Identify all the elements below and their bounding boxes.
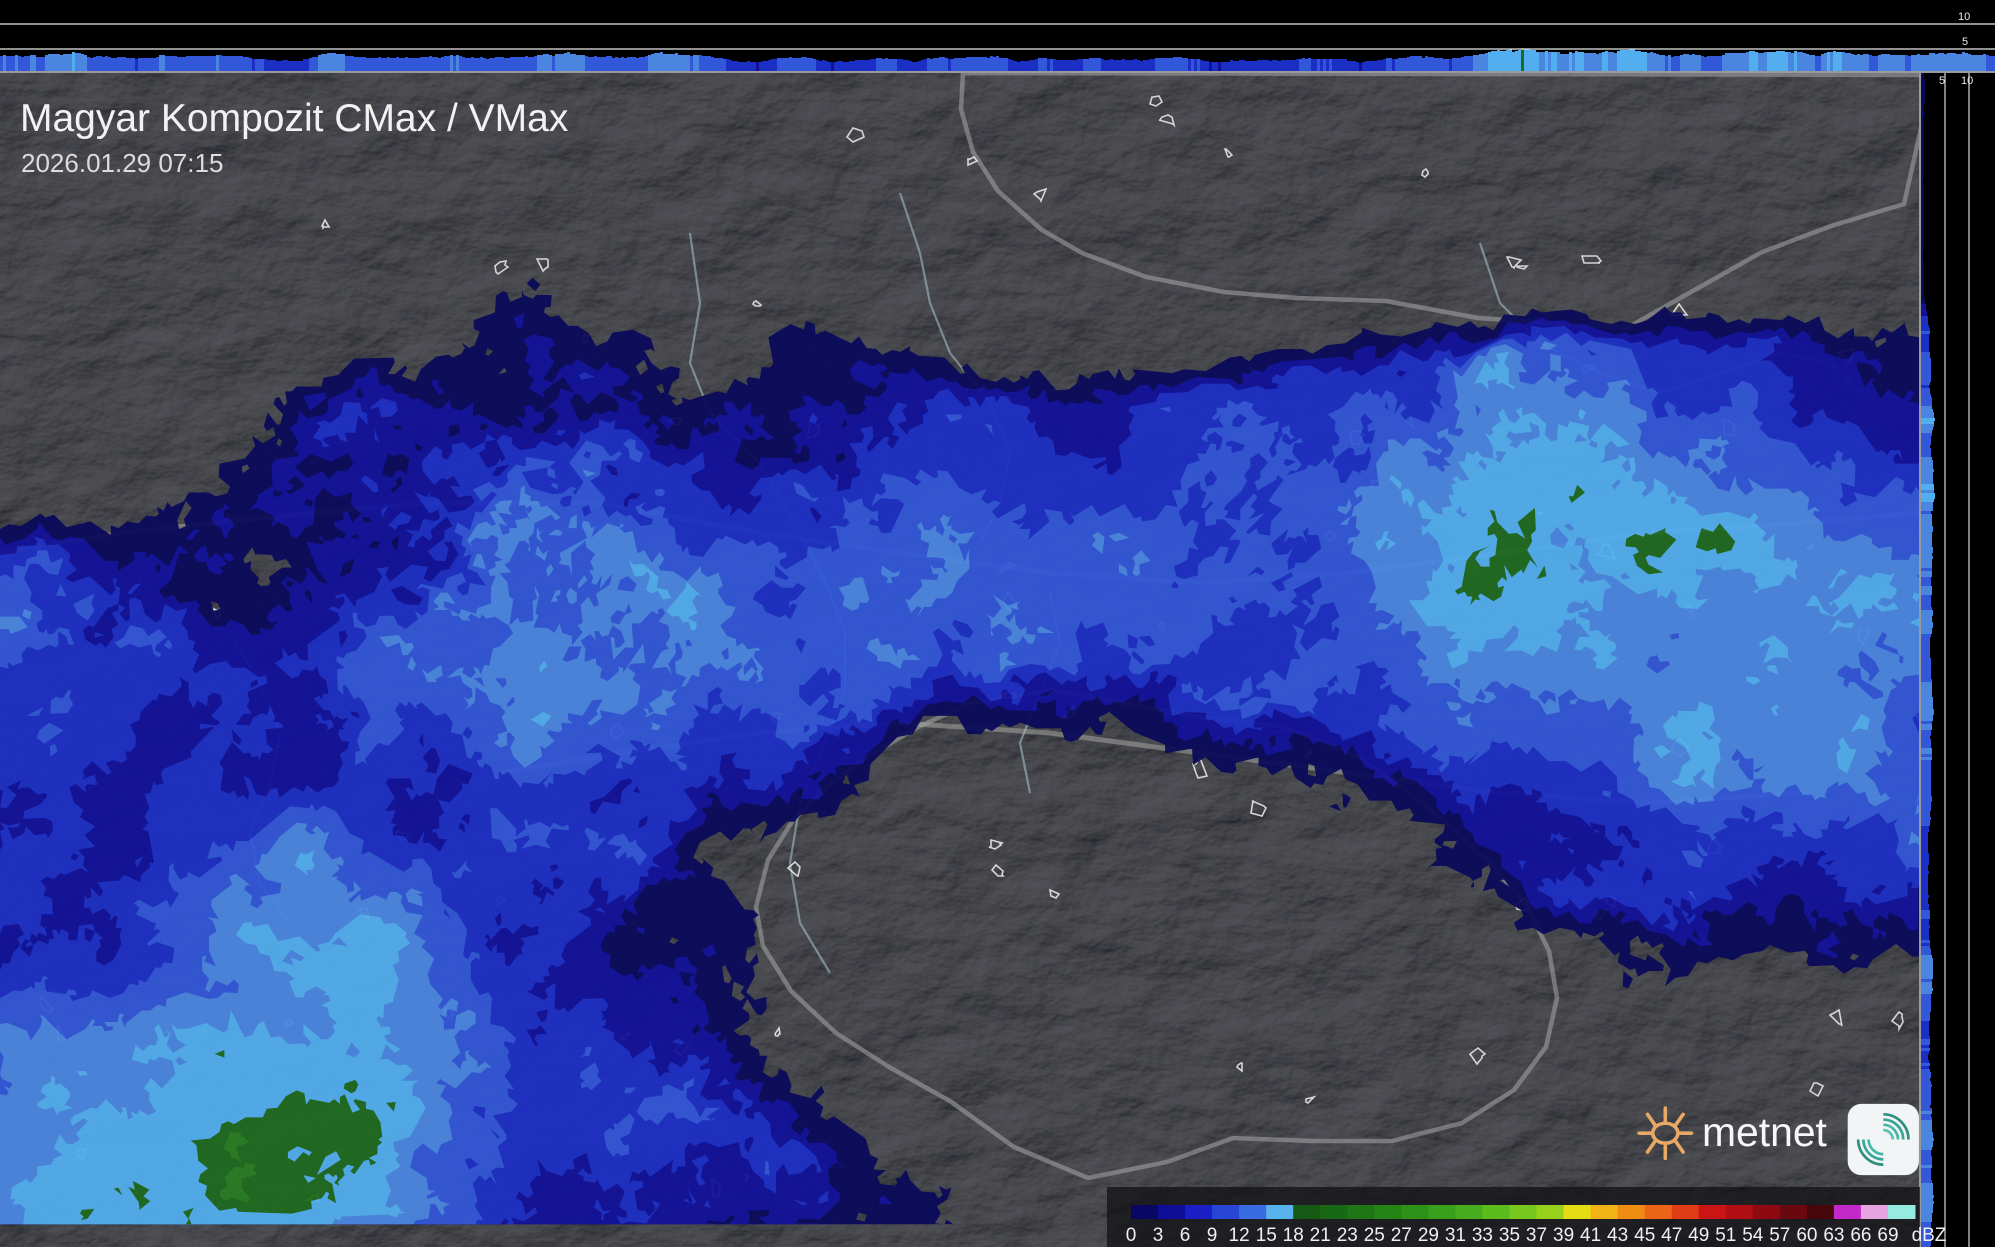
svg-text:18: 18 [1283,1225,1304,1246]
svg-text:metnet: metnet [1702,1109,1828,1155]
svg-text:66: 66 [1850,1225,1871,1246]
svg-text:35: 35 [1499,1225,1520,1246]
svg-text:5: 5 [1962,36,1968,48]
svg-text:60: 60 [1796,1225,1817,1246]
svg-text:3: 3 [1153,1225,1164,1246]
svg-text:33: 33 [1472,1225,1493,1246]
svg-text:25: 25 [1364,1225,1385,1246]
svg-text:6: 6 [1180,1225,1191,1246]
svg-text:0: 0 [1126,1225,1137,1246]
svg-text:15: 15 [1256,1225,1277,1246]
svg-text:45: 45 [1634,1225,1655,1246]
svg-text:29: 29 [1418,1225,1439,1246]
svg-text:27: 27 [1391,1225,1412,1246]
svg-text:dBZ: dBZ [1912,1225,1947,1246]
svg-text:21: 21 [1310,1225,1331,1246]
svg-text:51: 51 [1715,1225,1736,1246]
svg-text:47: 47 [1661,1225,1682,1246]
svg-text:10: 10 [1958,11,1970,23]
svg-text:39: 39 [1553,1225,1574,1246]
svg-text:57: 57 [1769,1225,1790,1246]
svg-text:54: 54 [1742,1225,1764,1246]
svg-text:23: 23 [1337,1225,1358,1246]
svg-text:63: 63 [1823,1225,1844,1246]
svg-text:12: 12 [1229,1225,1250,1246]
svg-text:31: 31 [1445,1225,1466,1246]
svg-text:69: 69 [1877,1225,1898,1246]
svg-text:9: 9 [1207,1225,1218,1246]
svg-text:49: 49 [1688,1225,1709,1246]
svg-text:41: 41 [1580,1225,1601,1246]
svg-text:43: 43 [1607,1225,1628,1246]
svg-text:37: 37 [1526,1225,1547,1246]
